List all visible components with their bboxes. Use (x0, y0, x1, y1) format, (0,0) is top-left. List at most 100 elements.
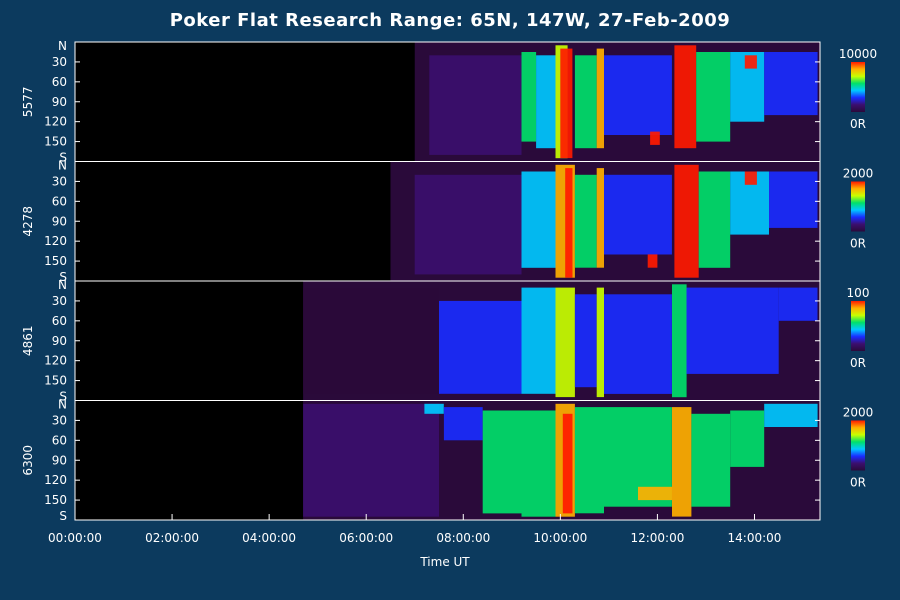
y-tick-label: S (59, 151, 67, 165)
y-tick-label: 90 (52, 453, 67, 467)
colorbar-max-label: 2000 (843, 167, 874, 181)
y-tick-label: N (58, 159, 67, 173)
x-tick-label: 04:00:00 (242, 531, 296, 545)
y-tick-label: 120 (44, 115, 67, 129)
y-tick-label: N (58, 398, 67, 412)
intensity-cell (638, 486, 672, 501)
colorbar-max-label: 100 (847, 286, 870, 300)
y-tick-label: N (58, 278, 67, 292)
panel-4861: N 30 60 90 120 150 S 4861 100 0R (21, 278, 869, 404)
y-tick-label: 60 (52, 433, 67, 447)
intensity-cell (691, 413, 731, 507)
colorbar-min-label: 0R (850, 356, 866, 370)
intensity-cell (604, 174, 672, 255)
panel-label-6300: 6300 (21, 445, 35, 476)
panel-4278: N30 60 90 120 150 S 4278 2000 0R (21, 159, 873, 285)
y-tick-label: S (59, 390, 67, 404)
colorbar-min-label: 0R (850, 476, 866, 490)
intensity-cell (647, 254, 658, 268)
intensity-cell (596, 48, 604, 149)
intensity-cell (429, 55, 522, 155)
intensity-cell (604, 294, 672, 394)
intensity-cell (574, 55, 597, 149)
intensity-cell (414, 174, 522, 275)
intensity-cell (443, 407, 483, 441)
y-tick-label: 90 (52, 214, 67, 228)
y-tick-label: 60 (52, 194, 67, 208)
intensity-cell (574, 174, 597, 268)
panel-6300: N30 60 90 120 150 S 6300 2000 0R (21, 398, 873, 524)
y-tick-label: 30 (52, 413, 67, 427)
intensity-cell (521, 171, 556, 268)
x-tick-label: 12:00:00 (630, 531, 684, 545)
intensity-cell (744, 171, 757, 185)
panel-label-4278: 4278 (21, 206, 35, 237)
intensity-cell (521, 52, 537, 142)
colorbar (851, 420, 865, 471)
x-tick-label: 02:00:00 (145, 531, 199, 545)
intensity-cell (672, 284, 687, 398)
colorbar (851, 62, 865, 112)
y-tick-label: 150 (44, 374, 67, 388)
y-tick-label: 150 (44, 493, 67, 507)
y-tick-label: 30 (52, 55, 67, 69)
y-tick-label: N (58, 39, 67, 53)
y-tick-label: 150 (44, 254, 67, 268)
intensity-cell (521, 287, 556, 394)
chart-title: Poker Flat Research Range: 65N, 147W, 27… (169, 10, 731, 31)
intensity-cell (439, 300, 522, 394)
colorbar-max-label: 2000 (843, 406, 874, 420)
y-tick-label: S (59, 509, 67, 523)
y-tick-label: 60 (52, 314, 67, 328)
y-tick-label: 120 (44, 473, 67, 487)
intensity-cell (565, 168, 573, 278)
intensity-cell (560, 48, 573, 159)
intensity-cell (778, 287, 818, 321)
colorbar (851, 181, 865, 232)
y-tick-label: 30 (52, 294, 67, 308)
y-tick-label: 60 (52, 75, 67, 89)
y-tick-label: 90 (52, 334, 67, 348)
x-tick-label: 14:00:00 (728, 531, 782, 545)
intensity-cell (650, 131, 660, 145)
y-tick-label: 120 (44, 354, 67, 368)
panel-label-5577: 5577 (21, 87, 35, 118)
intensity-cell (604, 55, 672, 135)
intensity-cell (672, 407, 692, 517)
colorbar (851, 301, 865, 351)
intensity-cell (536, 55, 556, 149)
y-tick-label: 150 (44, 135, 67, 149)
y-tick-label: 90 (52, 95, 67, 109)
colorbar-min-label: 0R (850, 237, 866, 251)
intensity-cell (521, 410, 556, 517)
intensity-cell (744, 55, 757, 69)
intensity-cell (555, 287, 575, 398)
intensity-cell (303, 287, 439, 394)
intensity-cell (686, 287, 779, 374)
intensity-cell (596, 287, 604, 398)
intensity-cell (574, 407, 604, 514)
intensity-cell (482, 410, 522, 514)
x-tick-label: 10:00:00 (533, 531, 587, 545)
intensity-cell (696, 52, 731, 142)
colorbar-min-label: 0R (850, 117, 866, 131)
intensity-cell (764, 52, 818, 116)
intensity-cell (674, 45, 697, 149)
y-tick-label: 30 (52, 174, 67, 188)
x-tick-label: 08:00:00 (436, 531, 490, 545)
x-tick-label: 06:00:00 (339, 531, 393, 545)
x-axis-label: Time UT (420, 555, 470, 569)
intensity-cell (764, 403, 818, 427)
panel-5577: N 30 60 90 120 150 S 5577 10000 0R (21, 39, 877, 165)
intensity-cell (562, 413, 573, 514)
intensity-cell (303, 403, 439, 517)
x-tick-label: 00:00:00 (48, 531, 102, 545)
intensity-cell (574, 294, 597, 388)
y-tick-label: 120 (44, 234, 67, 248)
intensity-cell (424, 403, 444, 414)
intensity-cell (769, 171, 818, 228)
y-tick-label: S (59, 270, 67, 284)
intensity-cell (596, 168, 604, 268)
